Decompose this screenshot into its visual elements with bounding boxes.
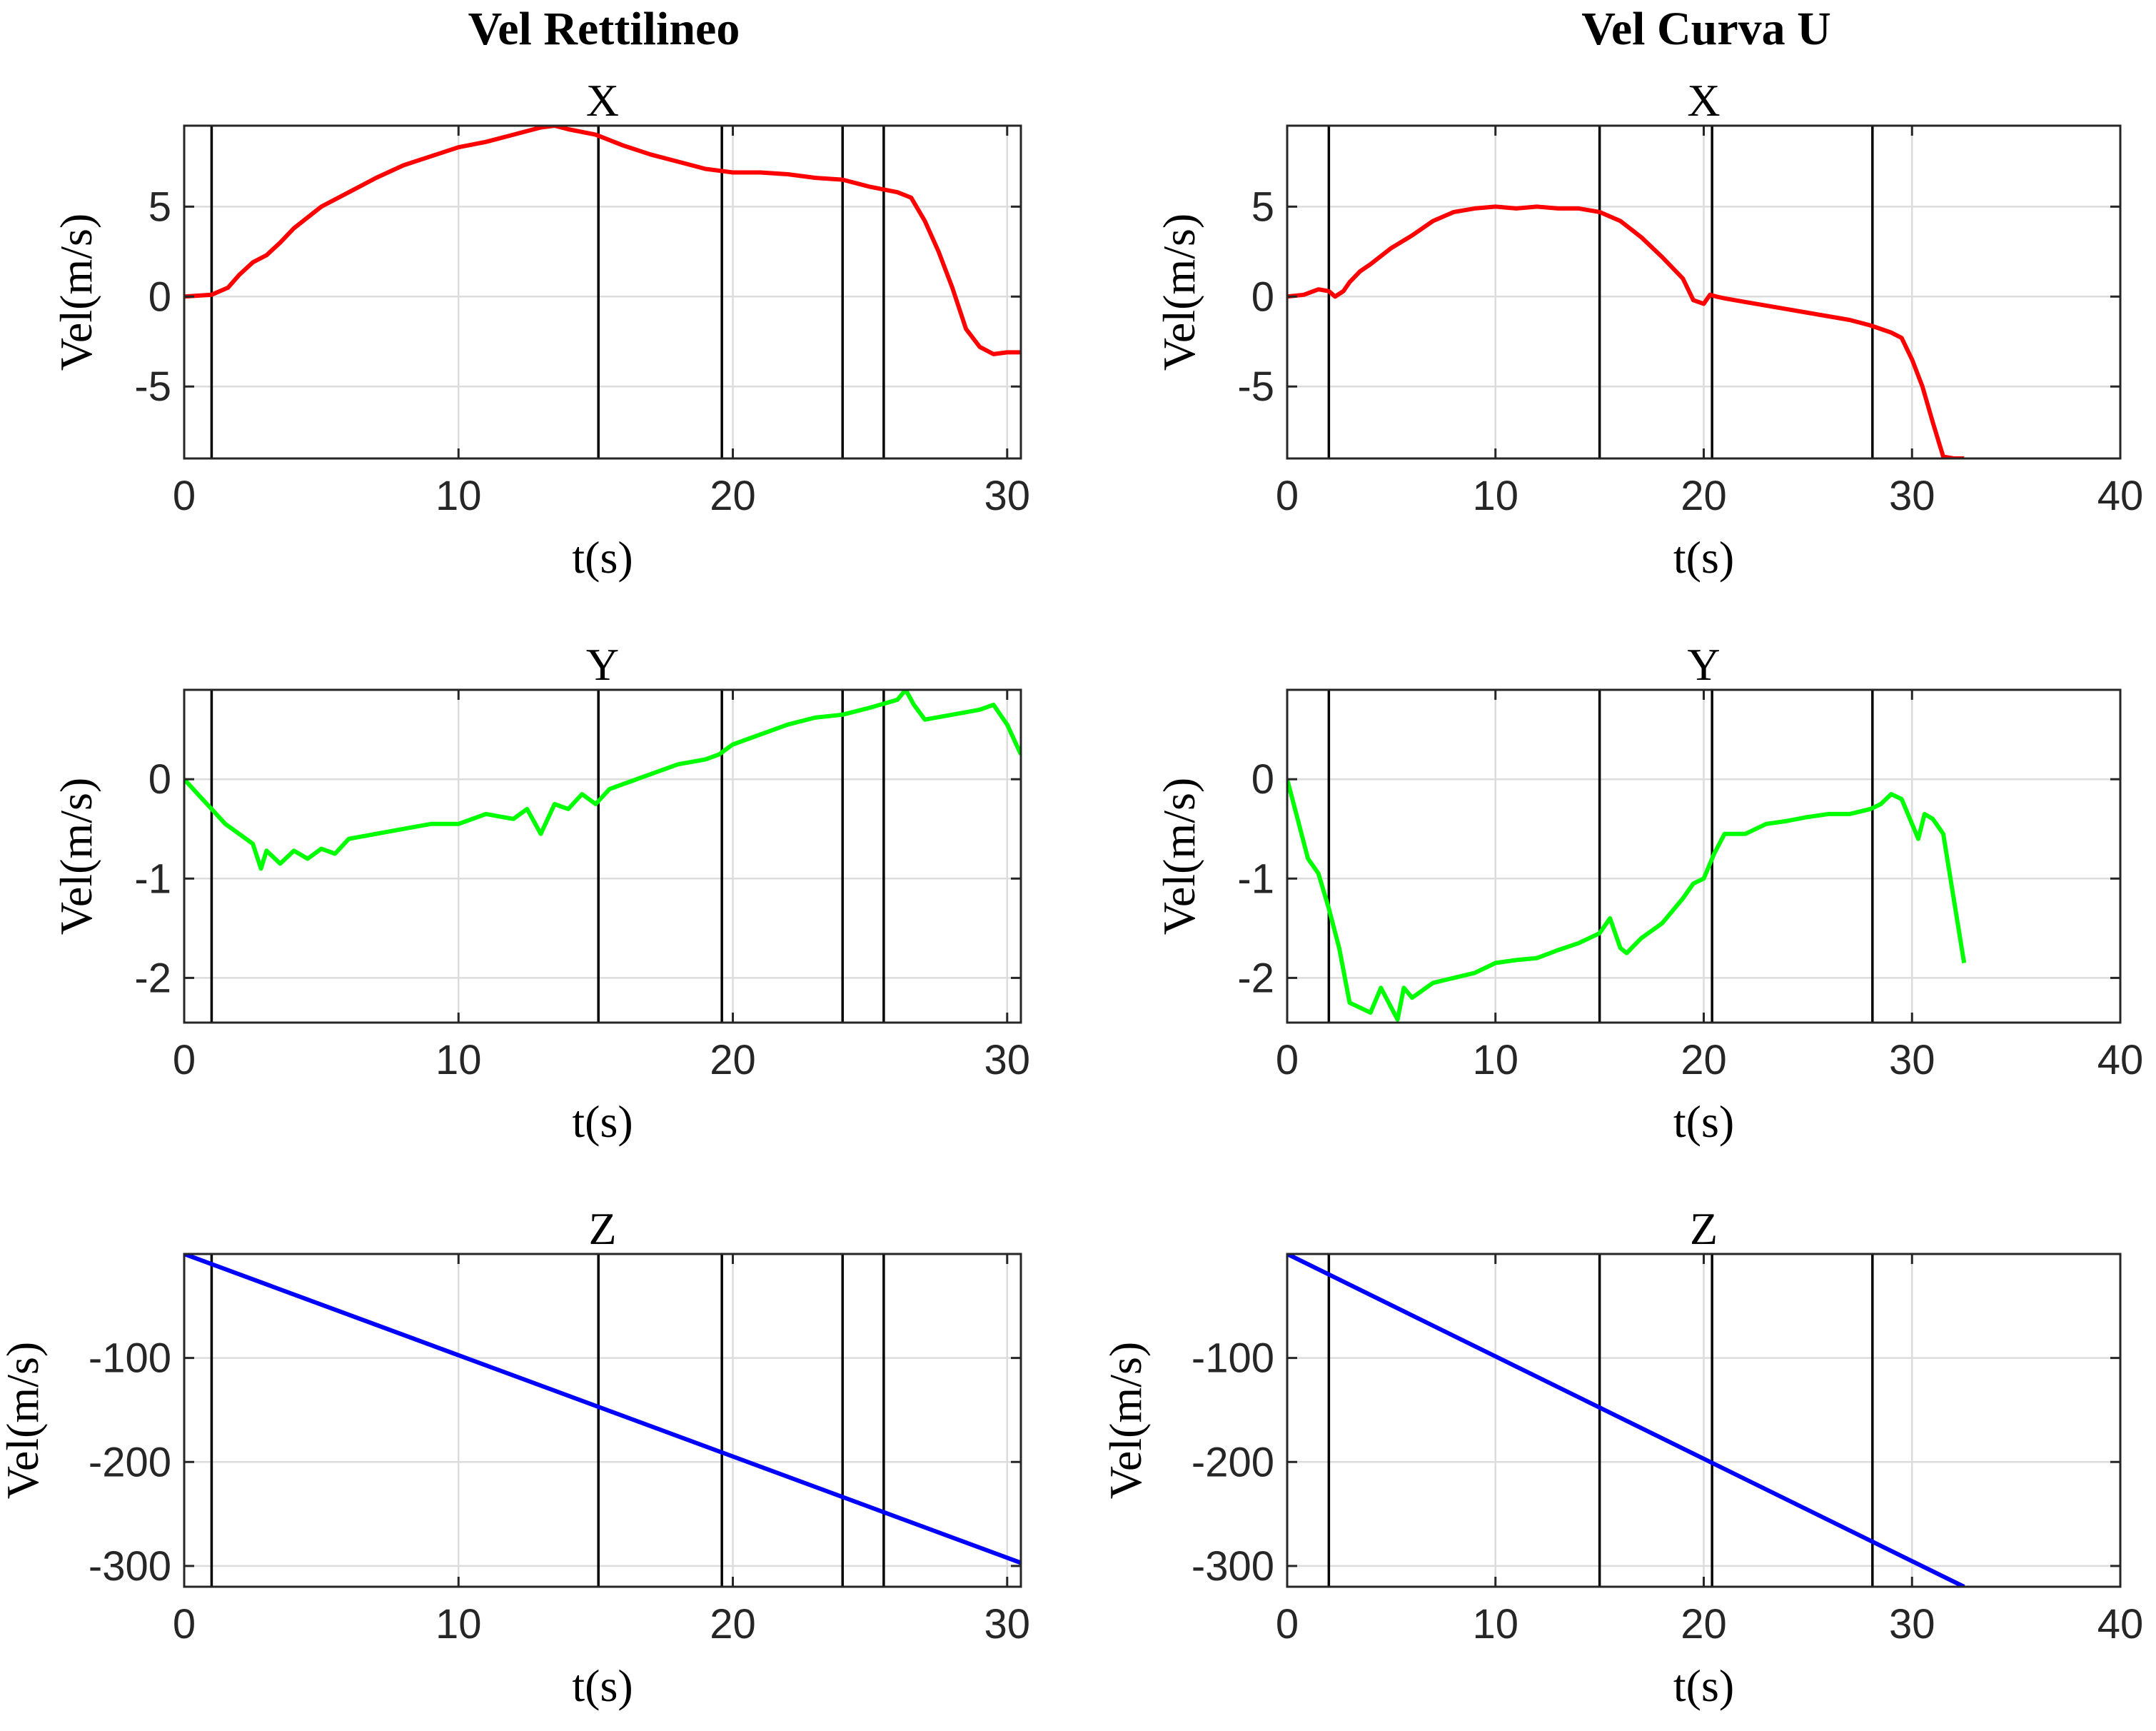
y-tick-label: 5 xyxy=(1251,184,1274,230)
x-tick-label: 10 xyxy=(1472,1601,1518,1647)
x-tick-label: 40 xyxy=(2097,473,2144,519)
x-tick-label: 10 xyxy=(1472,1037,1518,1083)
y-axis-label: Vel(m/s) xyxy=(1154,214,1204,371)
plot-area xyxy=(184,126,1021,458)
x-tick-label: 10 xyxy=(435,473,482,519)
y-tick-label: -1 xyxy=(134,856,171,902)
series-line-z xyxy=(184,1254,1021,1565)
y-axis-label: Vel(m/s) xyxy=(51,778,101,935)
axes-box xyxy=(183,688,1022,1024)
subplot-z-curva-u: 0 10 20 30 40 -300 -200 -100 Zt(s) Vel(m/s) xyxy=(1100,1203,2143,1711)
x-tick-label: 20 xyxy=(710,1037,756,1083)
subplot-title: Y xyxy=(586,639,619,690)
series-line-x xyxy=(184,126,1021,356)
y-tick-label: -5 xyxy=(134,363,171,410)
y-tick-label: -1 xyxy=(1237,856,1274,902)
x-tick-label: 10 xyxy=(1472,473,1518,519)
plot-area xyxy=(184,1254,1021,1587)
y-tick-label: -2 xyxy=(1237,955,1274,1001)
x-tick-label: 40 xyxy=(2097,1037,2144,1083)
column-title-rettilineo: Vel Rettilineo xyxy=(468,3,740,55)
x-tick-label: 30 xyxy=(984,1037,1031,1083)
y-tick-label: -300 xyxy=(1192,1543,1274,1590)
series-line-y xyxy=(184,690,1021,871)
x-axis-label: t(s) xyxy=(572,1096,633,1147)
subplot-x-curva-u: 0 10 20 30 40 -5 0 5 Xt(s) Vel(m/s) xyxy=(1154,75,2143,583)
y-tick-label: -2 xyxy=(134,955,171,1001)
x-tick-label: 20 xyxy=(1681,1601,1727,1647)
subplot-y-curva-u: 0 10 20 30 40 -2 -1 0 Yt(s) Vel(m/s) xyxy=(1154,639,2143,1147)
y-tick-label: -5 xyxy=(1237,363,1274,410)
x-tick-label: 0 xyxy=(1276,473,1299,519)
subplot-title: Y xyxy=(1687,639,1720,690)
x-tick-label: 0 xyxy=(173,1037,196,1083)
plot-area xyxy=(184,690,1021,1023)
x-tick-label: 30 xyxy=(1889,1037,1935,1083)
series-line-x xyxy=(1287,204,1965,458)
subplot-title: Z xyxy=(1690,1203,1718,1254)
subplot-z-rettilineo: 0 10 20 30 -300 -200 -100 Zt(s) Vel(m/s) xyxy=(0,1203,1030,1711)
y-tick-label: -100 xyxy=(89,1335,171,1382)
series-line-y xyxy=(1287,778,1967,1022)
x-tick-label: 40 xyxy=(2097,1601,2144,1647)
subplot-x-rettilineo: 0 10 20 30 -5 0 5 Xt(s) Vel(m/s) xyxy=(51,75,1030,583)
x-tick-label: 10 xyxy=(435,1601,482,1647)
x-axis-label: t(s) xyxy=(1673,1096,1734,1147)
x-tick-label: 30 xyxy=(984,473,1031,519)
x-tick-label: 10 xyxy=(435,1037,482,1083)
x-axis-label: t(s) xyxy=(1673,1660,1734,1711)
axes-box xyxy=(183,124,1022,460)
axes-box xyxy=(183,1253,1022,1588)
x-tick-label: 20 xyxy=(710,473,756,519)
y-tick-label: -300 xyxy=(89,1543,171,1590)
x-tick-label: 30 xyxy=(1889,1601,1935,1647)
x-tick-label: 0 xyxy=(173,473,196,519)
y-tick-label: 0 xyxy=(148,756,171,803)
x-tick-label: 20 xyxy=(1681,473,1727,519)
y-axis-label: Vel(m/s) xyxy=(1100,1342,1151,1499)
x-axis-label: t(s) xyxy=(1673,532,1734,583)
subplot-y-rettilineo: 0 10 20 30 -2 -1 0 Yt(s) Vel(m/s) xyxy=(51,639,1030,1147)
x-tick-label: 0 xyxy=(1276,1601,1299,1647)
y-tick-label: -200 xyxy=(89,1439,171,1485)
x-tick-label: 30 xyxy=(984,1601,1031,1647)
series-line-z xyxy=(1287,1254,1965,1587)
subplot-title: Z xyxy=(588,1203,616,1254)
x-axis-label: t(s) xyxy=(572,1660,633,1711)
y-tick-label: 0 xyxy=(148,274,171,320)
x-tick-label: 0 xyxy=(1276,1037,1299,1083)
x-tick-label: 0 xyxy=(173,1601,196,1647)
y-tick-label: 5 xyxy=(148,184,171,230)
x-axis-label: t(s) xyxy=(572,532,633,583)
y-axis-label: Vel(m/s) xyxy=(1154,778,1204,935)
subplot-title: X xyxy=(586,75,619,126)
x-tick-label: 20 xyxy=(710,1601,756,1647)
y-tick-label: 0 xyxy=(1251,756,1274,803)
y-tick-label: -100 xyxy=(1192,1335,1274,1382)
y-tick-label: 0 xyxy=(1251,274,1274,320)
column-title-curva-u: Vel Curva U xyxy=(1581,3,1831,55)
subplot-title: X xyxy=(1687,75,1720,126)
y-axis-label: Vel(m/s) xyxy=(51,214,101,371)
y-tick-label: -200 xyxy=(1192,1439,1274,1485)
x-tick-label: 20 xyxy=(1681,1037,1727,1083)
y-axis-label: Vel(m/s) xyxy=(0,1342,48,1499)
x-tick-label: 30 xyxy=(1889,473,1935,519)
